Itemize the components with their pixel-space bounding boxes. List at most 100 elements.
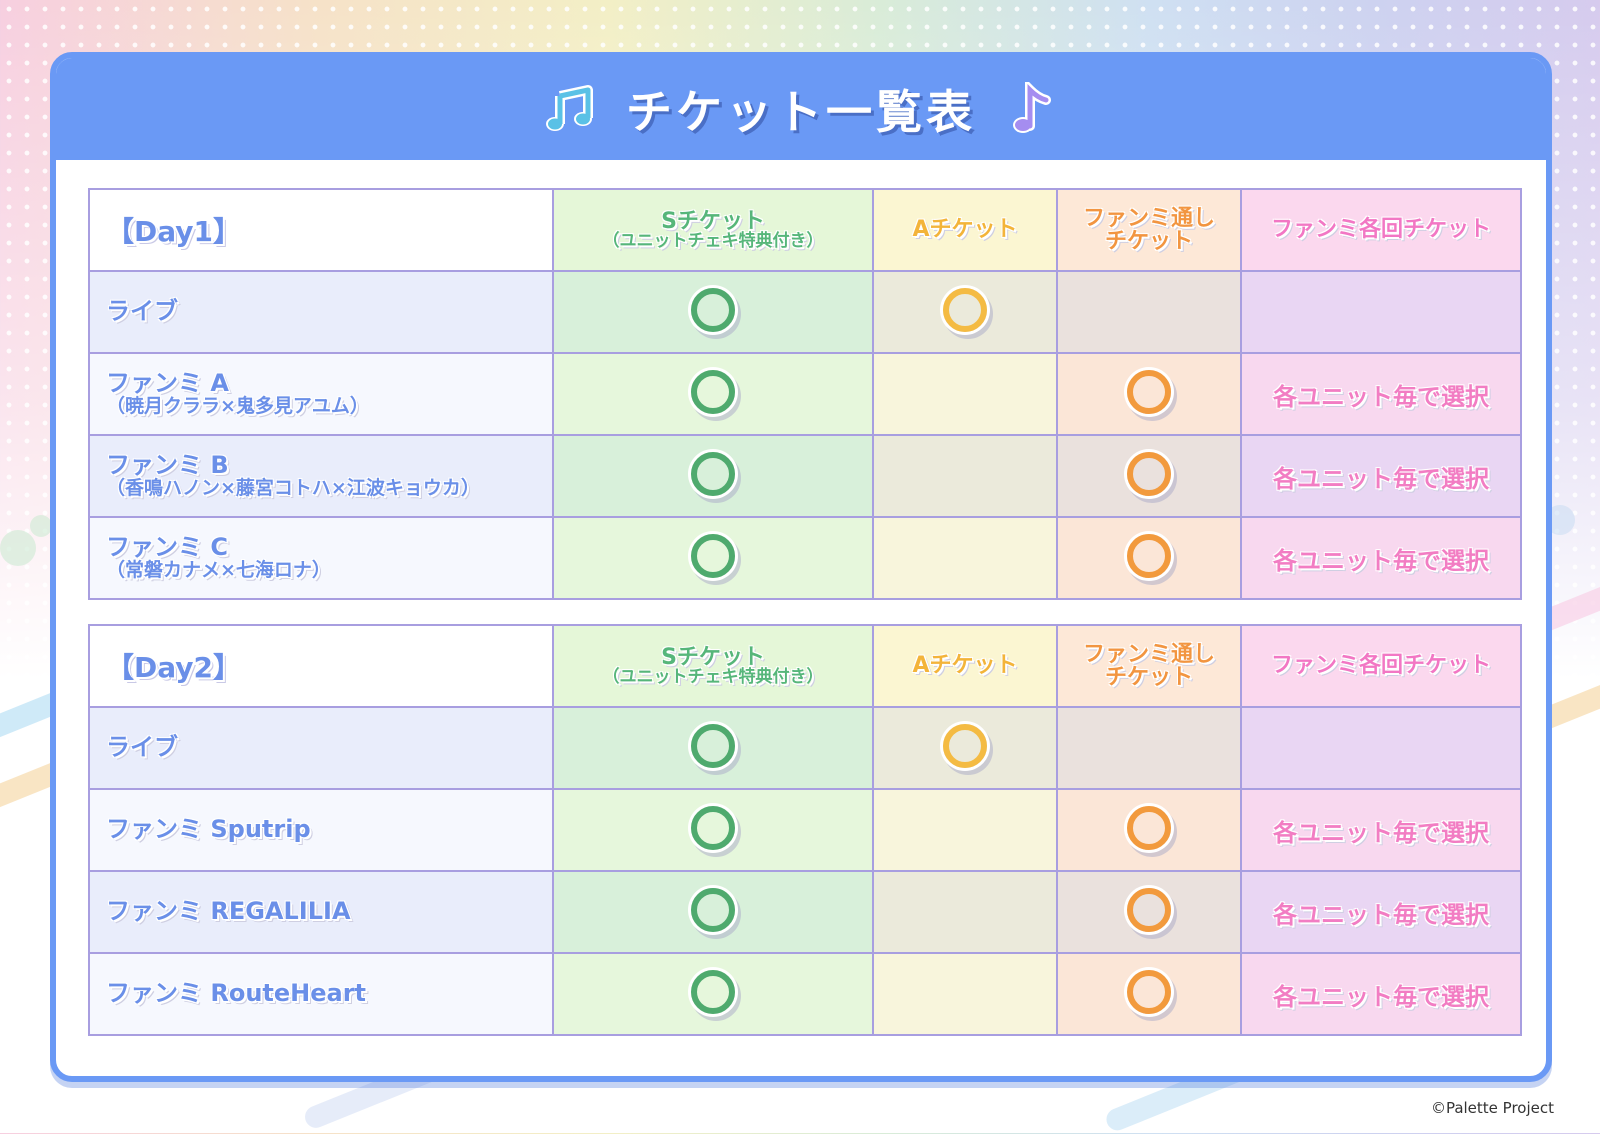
circle-mark-icon bbox=[691, 970, 735, 1014]
select-per-unit-text: 各ユニット毎で選択 bbox=[1273, 982, 1489, 1011]
cell-fanmeeting-pass bbox=[1056, 952, 1242, 1036]
table-row: ファンミ A （暁月クララ×鬼多見アユム） 各ユニット毎で選択 bbox=[88, 352, 1522, 436]
col-a-ticket: Aチケット bbox=[872, 624, 1058, 708]
col-fanmeeting-pass-line1: ファンミ通し bbox=[1082, 205, 1215, 231]
row-subtitle: （常磐カナメ×七海ロナ） bbox=[106, 559, 331, 582]
circle-mark-icon bbox=[691, 370, 735, 414]
circle-mark-icon bbox=[691, 534, 735, 578]
circle-mark-icon bbox=[691, 888, 735, 932]
cell-fanmeeting-each: 各ユニット毎で選択 bbox=[1240, 516, 1522, 600]
col-fanmeeting-pass: ファンミ通し チケット bbox=[1056, 188, 1242, 272]
col-s-ticket: Sチケット （ユニットチェキ特典付き） bbox=[552, 624, 874, 708]
circle-mark-icon bbox=[1127, 806, 1171, 850]
table-row: ファンミ Sputrip 各ユニット毎で選択 bbox=[88, 788, 1522, 872]
deco-dot bbox=[30, 515, 52, 537]
cell-s bbox=[552, 706, 874, 790]
row-subtitle: （香鳴ハノン×藤宮コトハ×江波キョウカ） bbox=[106, 477, 480, 500]
row-title: ファンミ B bbox=[106, 450, 229, 479]
day1-table: 【Day1】 Sチケット （ユニットチェキ特典付き） Aチケット ファンミ通し チケ… bbox=[88, 188, 1522, 600]
circle-mark-icon bbox=[1127, 370, 1171, 414]
col-a-title: Aチケット bbox=[912, 653, 1018, 679]
col-fanmeeting-pass-line1: ファンミ通し bbox=[1082, 641, 1215, 667]
col-s-title: Sチケット bbox=[661, 644, 765, 670]
select-per-unit-text: 各ユニット毎で選択 bbox=[1273, 818, 1489, 847]
row-label: ファンミ A （暁月クララ×鬼多見アユム） bbox=[88, 352, 554, 436]
row-title: ファンミ REGALILIA bbox=[106, 897, 351, 926]
cell-a bbox=[872, 352, 1058, 436]
cell-a bbox=[872, 516, 1058, 600]
row-title: ファンミ C bbox=[106, 532, 228, 561]
cell-a bbox=[872, 788, 1058, 872]
cell-fanmeeting-each: 各ユニット毎で選択 bbox=[1240, 352, 1522, 436]
select-per-unit-text: 各ユニット毎で選択 bbox=[1273, 900, 1489, 929]
row-label: ライブ bbox=[88, 270, 554, 354]
circle-mark-icon bbox=[691, 288, 735, 332]
cell-s bbox=[552, 788, 874, 872]
col-a-ticket: Aチケット bbox=[872, 188, 1058, 272]
select-per-unit-text: 各ユニット毎で選択 bbox=[1273, 546, 1489, 575]
row-label: ファンミ B （香鳴ハノン×藤宮コトハ×江波キョウカ） bbox=[88, 434, 554, 518]
circle-mark-icon bbox=[691, 724, 735, 768]
cell-fanmeeting-each: 各ユニット毎で選択 bbox=[1240, 952, 1522, 1036]
day-label: 【Day2】 bbox=[106, 651, 242, 684]
cell-a bbox=[872, 870, 1058, 954]
table-row: ファンミ B （香鳴ハノン×藤宮コトハ×江波キョウカ） 各ユニット毎で選択 bbox=[88, 434, 1522, 518]
cell-fanmeeting-pass bbox=[1056, 788, 1242, 872]
row-title: ライブ bbox=[106, 733, 178, 762]
cell-fanmeeting-each bbox=[1240, 706, 1522, 790]
cell-a bbox=[872, 706, 1058, 790]
table-row: ファンミ REGALILIA 各ユニット毎で選択 bbox=[88, 870, 1522, 954]
cell-a bbox=[872, 270, 1058, 354]
cell-fanmeeting-each: 各ユニット毎で選択 bbox=[1240, 788, 1522, 872]
row-title: ファンミ Sputrip bbox=[106, 815, 311, 844]
col-fanmeeting-each: ファンミ各回チケット bbox=[1240, 624, 1522, 708]
row-title: ファンミ RouteHeart bbox=[106, 979, 367, 1008]
select-per-unit-text: 各ユニット毎で選択 bbox=[1273, 464, 1489, 493]
row-title: ライブ bbox=[106, 297, 178, 326]
table-row: ファンミ C （常磐カナメ×七海ロナ） 各ユニット毎で選択 bbox=[88, 516, 1522, 600]
select-per-unit-text: 各ユニット毎で選択 bbox=[1273, 382, 1489, 411]
table-row: ライブ bbox=[88, 706, 1522, 790]
day-label-cell: 【Day2】 bbox=[88, 624, 554, 708]
cell-s bbox=[552, 516, 874, 600]
col-fanmeeting-pass-line2: チケット bbox=[1104, 229, 1193, 254]
cell-s bbox=[552, 870, 874, 954]
row-label: ファンミ Sputrip bbox=[88, 788, 554, 872]
cell-fanmeeting-each: 各ユニット毎で選択 bbox=[1240, 870, 1522, 954]
cell-fanmeeting-each bbox=[1240, 270, 1522, 354]
col-s-subtitle: （ユニットチェキ特典付き） bbox=[602, 230, 824, 251]
col-s-title: Sチケット bbox=[661, 208, 765, 234]
circle-mark-icon bbox=[691, 452, 735, 496]
circle-mark-icon bbox=[1127, 534, 1171, 578]
cell-s bbox=[552, 270, 874, 354]
col-fanmeeting-pass-line2: チケット bbox=[1104, 665, 1193, 690]
circle-mark-icon bbox=[1127, 888, 1171, 932]
row-label: ファンミ RouteHeart bbox=[88, 952, 554, 1036]
circle-mark-icon bbox=[943, 724, 987, 768]
row-label: ファンミ C （常磐カナメ×七海ロナ） bbox=[88, 516, 554, 600]
row-title: ファンミ A bbox=[106, 368, 229, 397]
row-label: ライブ bbox=[88, 706, 554, 790]
day2-table: 【Day2】 Sチケット （ユニットチェキ特典付き） Aチケット ファンミ通し チケ… bbox=[88, 624, 1522, 1036]
table-row: ライブ bbox=[88, 270, 1522, 354]
table-row: ファンミ RouteHeart 各ユニット毎で選択 bbox=[88, 952, 1522, 1036]
cell-a bbox=[872, 434, 1058, 518]
cell-fanmeeting-pass bbox=[1056, 434, 1242, 518]
card-header: チケット一覧表 bbox=[56, 58, 1546, 160]
col-fanmeeting-each: ファンミ各回チケット bbox=[1240, 188, 1522, 272]
cell-s bbox=[552, 952, 874, 1036]
table-header-row: 【Day2】 Sチケット （ユニットチェキ特典付き） Aチケット ファンミ通し チケ… bbox=[88, 624, 1522, 708]
circle-mark-icon bbox=[691, 806, 735, 850]
col-fanmeeting-each-title: ファンミ各回チケット bbox=[1270, 217, 1491, 243]
cell-s bbox=[552, 434, 874, 518]
day-label: 【Day1】 bbox=[106, 215, 242, 248]
col-s-subtitle: （ユニットチェキ特典付き） bbox=[602, 666, 824, 687]
col-fanmeeting-pass: ファンミ通し チケット bbox=[1056, 624, 1242, 708]
cell-fanmeeting-pass bbox=[1056, 270, 1242, 354]
cell-fanmeeting-pass bbox=[1056, 352, 1242, 436]
music-note-icon bbox=[1013, 82, 1051, 133]
day-label-cell: 【Day1】 bbox=[88, 188, 554, 272]
music-notes-icon bbox=[546, 85, 593, 131]
circle-mark-icon bbox=[1127, 970, 1171, 1014]
page-title: チケット一覧表 bbox=[626, 85, 976, 139]
